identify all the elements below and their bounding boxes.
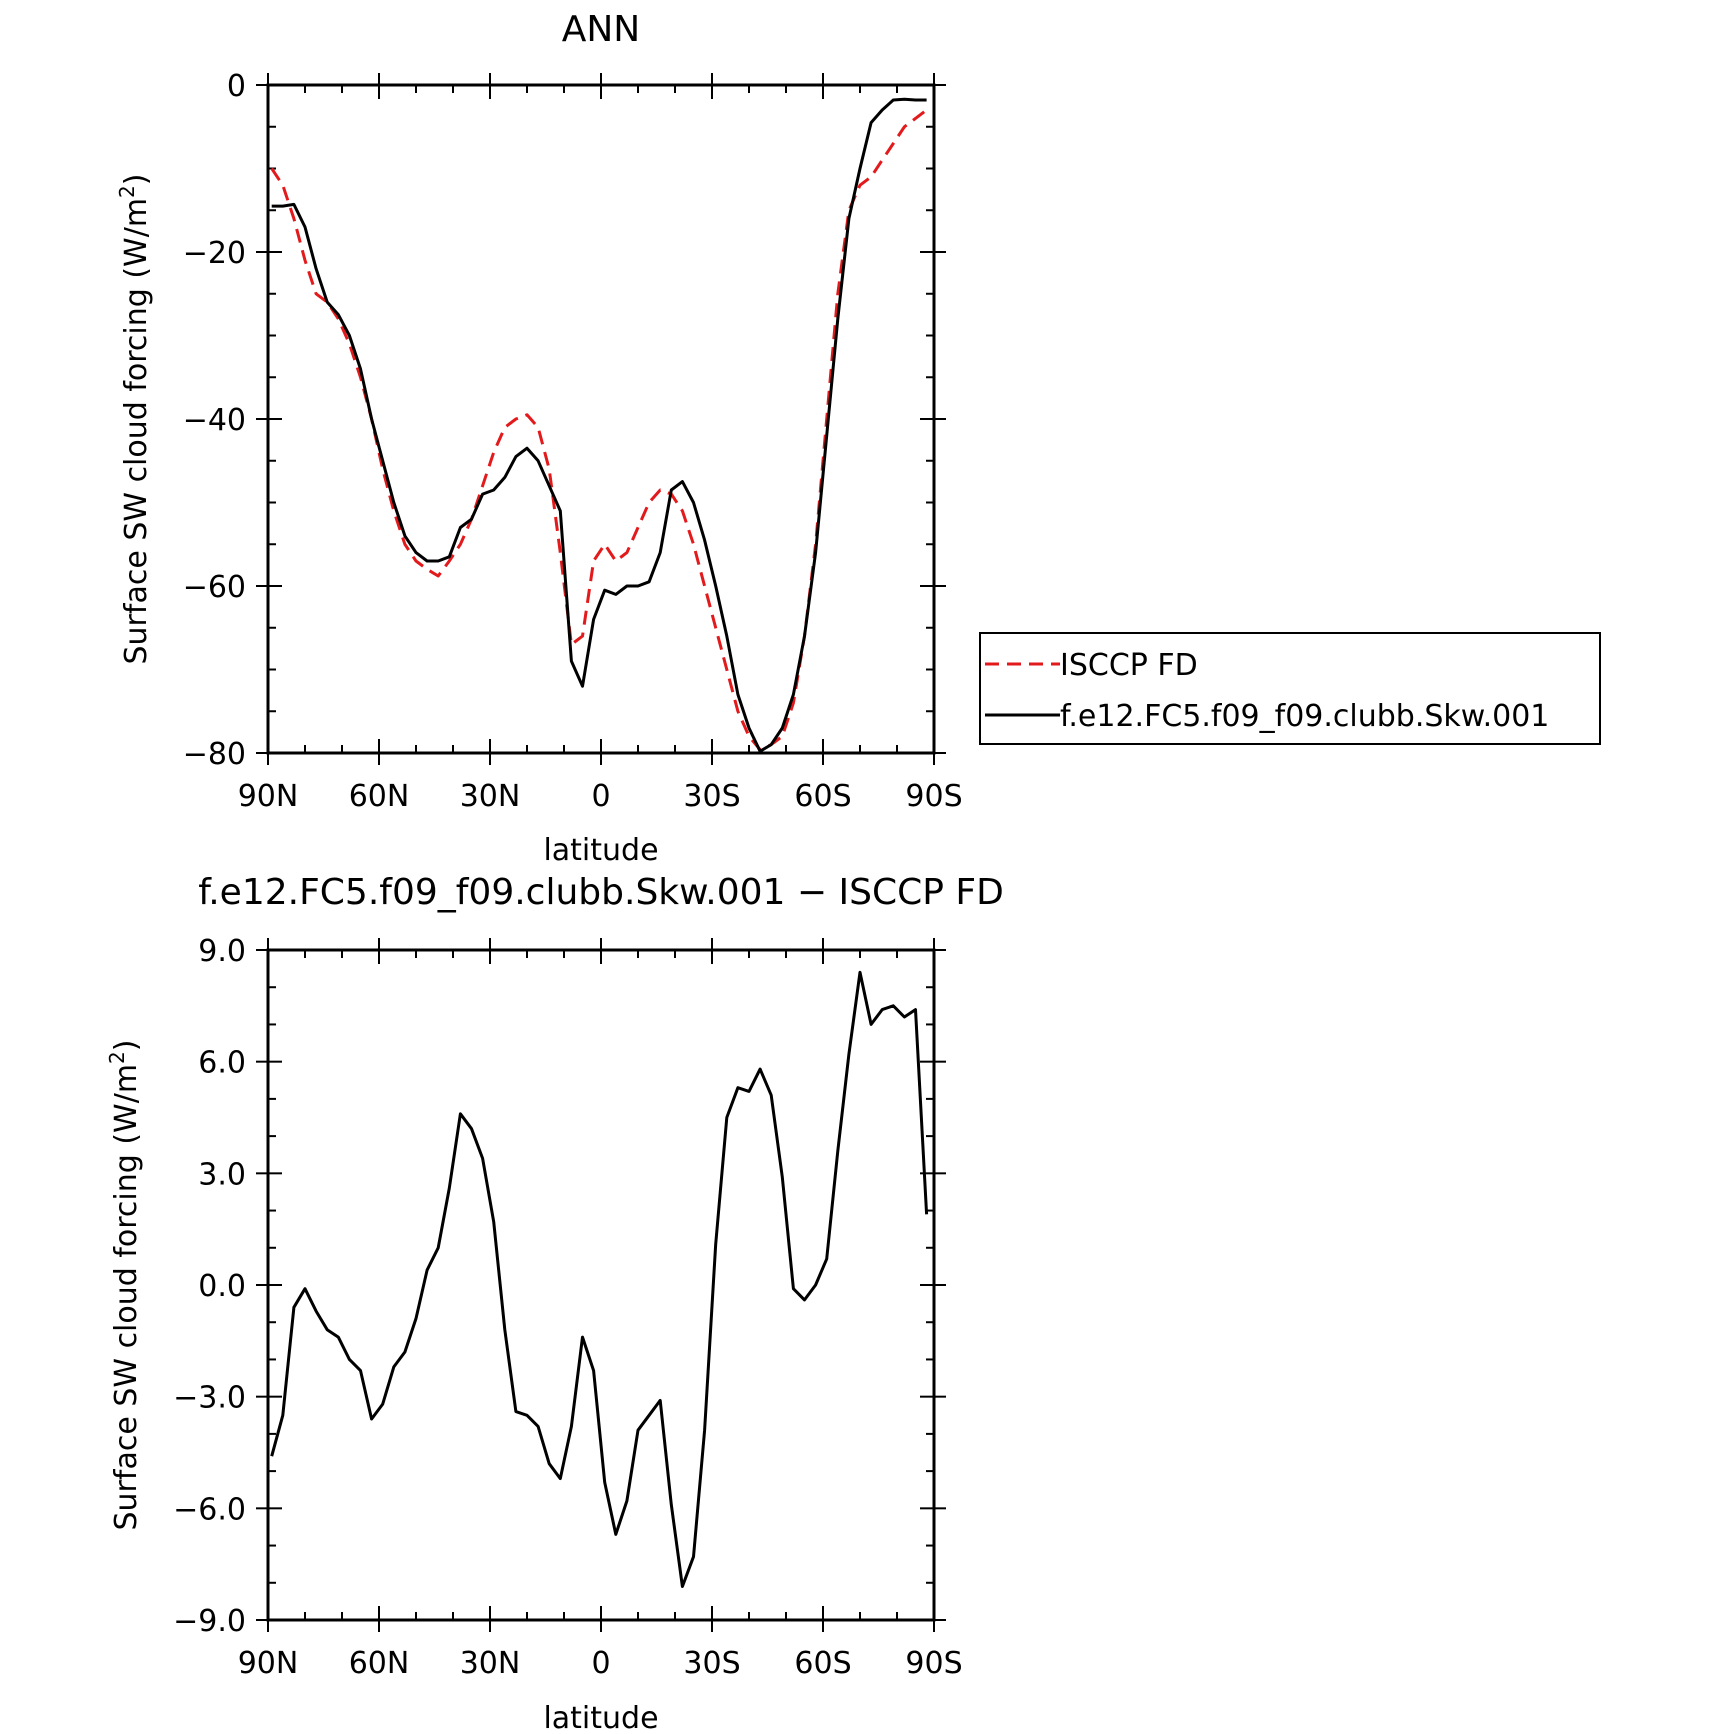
bottom-y-tick-labels: 9.0 6.0 3.0 0.0 −3.0 −6.0 −9.0 (173, 934, 246, 1639)
top-plot-frame (266, 83, 936, 755)
legend-box (979, 632, 1601, 745)
bottom-panel: f.e12.FC5.f09_f09.clubb.Skw.001 − ISCCP … (105, 872, 1004, 1734)
bottom-plot-frame (266, 948, 936, 1622)
top-panel: ANN 90N 60N 30N 0 30S 60S 90S 0 −20 −40 −60 −80 la… (115, 9, 963, 868)
top-y-axis-label: Surface SW cloud forcing (W/m2) (115, 173, 154, 664)
top-y-tick-labels: 0 −20 −40 −60 −80 (183, 69, 246, 772)
legend: ISCCP FD f.e12.FC5.f09_f09.clubb.Skw.001 (979, 632, 1601, 745)
x-tick-label: 60S (794, 779, 851, 814)
y-tick-label: −40 (183, 403, 246, 438)
x-tick-label: 60N (349, 1646, 410, 1681)
bottom-series-lines (270, 970, 929, 1588)
y-tick-label: 6.0 (198, 1046, 246, 1081)
top-chart-title: ANN (562, 9, 641, 50)
x-tick-label: 30N (460, 1646, 521, 1681)
top-x-axis-label: latitude (543, 833, 658, 868)
x-tick-label: 0 (591, 779, 610, 814)
x-tick-label: 90S (905, 779, 962, 814)
x-tick-label: 0 (591, 1646, 610, 1681)
series-line-1 (271, 97, 927, 753)
y-tick-label: −80 (183, 737, 246, 772)
top-series-lines (270, 97, 928, 753)
legend-label-model: f.e12.FC5.f09_f09.clubb.Skw.001 (1060, 699, 1549, 734)
bottom-x-axis-label: latitude (543, 1701, 658, 1734)
x-tick-label: 30S (683, 1646, 740, 1681)
x-tick-label: 90N (238, 779, 299, 814)
y-tick-label: 3.0 (198, 1157, 246, 1192)
x-tick-label: 90S (905, 1646, 962, 1681)
y-tick-label: −20 (183, 236, 246, 271)
bottom-y-axis-label: Surface SW cloud forcing (W/m2) (105, 1039, 144, 1530)
bottom-ticks (256, 938, 946, 1632)
series-line-0 (270, 970, 929, 1588)
bottom-x-tick-labels: 90N 60N 30N 0 30S 60S 90S (238, 1646, 963, 1681)
y-tick-label: 0 (227, 69, 246, 104)
x-tick-label: 30N (460, 779, 521, 814)
y-tick-label: 0.0 (198, 1269, 246, 1304)
y-tick-label: −6.0 (173, 1492, 246, 1527)
x-tick-label: 60N (349, 779, 410, 814)
legend-label-isccp: ISCCP FD (1060, 648, 1198, 683)
y-tick-label: 9.0 (198, 934, 246, 969)
top-ticks (256, 73, 946, 765)
y-tick-label: −9.0 (173, 1604, 246, 1639)
y-tick-label: −60 (183, 570, 246, 605)
y-tick-label: −3.0 (173, 1381, 246, 1416)
bottom-chart-title: f.e12.FC5.f09_f09.clubb.Skw.001 − ISCCP … (198, 872, 1004, 913)
top-x-tick-labels: 90N 60N 30N 0 30S 60S 90S (238, 779, 963, 814)
x-tick-label: 30S (683, 779, 740, 814)
x-tick-label: 90N (238, 1646, 299, 1681)
x-tick-label: 60S (794, 1646, 851, 1681)
